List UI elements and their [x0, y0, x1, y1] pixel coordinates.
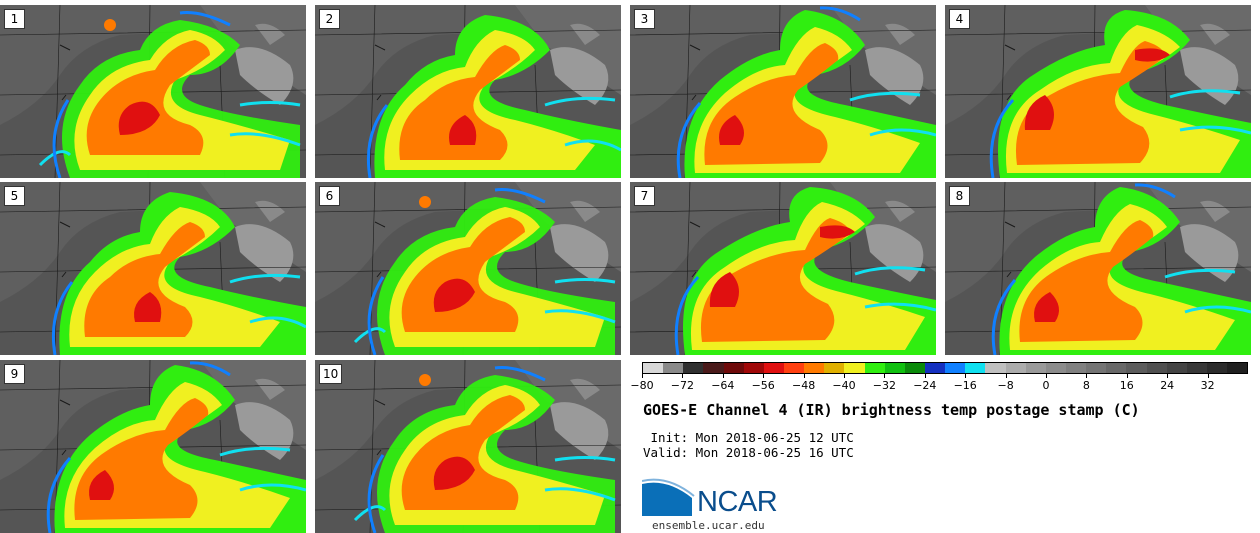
logo-url: ensemble.ucar.edu [652, 519, 765, 532]
panel-number: 6 [319, 186, 340, 206]
colorbar-tick [1167, 374, 1169, 378]
colorbar-tick [924, 374, 926, 378]
panel-number: 9 [4, 364, 25, 384]
colorbar-tick-label: −24 [913, 379, 937, 392]
map-panel-10: 10 [315, 360, 621, 533]
colorbar-tick-label: −8 [997, 379, 1014, 392]
colorbar-ticks: −80 −72 −64 −56 −48 −40 −32 −24 −16 −8 0 8 16 24 32 [630, 374, 1248, 394]
init-time: Init: Mon 2018-06-25 12 UTC [643, 430, 854, 445]
colorbar-segment [1106, 363, 1127, 373]
panel-number: 2 [319, 9, 340, 29]
colorbar-segment [1045, 363, 1066, 373]
colorbar-segment [1227, 363, 1248, 373]
colorbar-segment [1206, 363, 1228, 373]
colorbar-segment [844, 363, 865, 373]
colorbar-segment [924, 363, 946, 373]
colorbar-tick [1126, 374, 1128, 378]
colorbar-segment [864, 363, 885, 373]
figure-title: GOES-E Channel 4 (IR) brightness temp po… [643, 401, 1140, 419]
colorbar-segment [1005, 363, 1026, 373]
colorbar-tick [682, 374, 684, 378]
colorbar-tick [803, 374, 805, 378]
colorbar-segment [683, 363, 704, 373]
colorbar-segment [824, 363, 845, 373]
colorbar-segment [804, 363, 825, 373]
panel-number: 4 [949, 9, 970, 29]
colorbar-tick [763, 374, 765, 378]
colorbar-tick [1086, 374, 1088, 378]
colorbar-segment [1025, 363, 1046, 373]
colorbar-segment [643, 363, 664, 373]
colorbar-tick-label: 24 [1160, 379, 1175, 392]
colorbar-segment [1186, 363, 1207, 373]
colorbar-tick-label: −40 [832, 379, 856, 392]
colorbar-tick-label: 16 [1119, 379, 1134, 392]
colorbar-tick [884, 374, 886, 378]
map-panel-3: 3 [630, 5, 936, 178]
colorbar-tick-label: −32 [872, 379, 896, 392]
colorbar-tick-label: −16 [953, 379, 977, 392]
panel-number: 5 [4, 186, 25, 206]
colorbar-segment [723, 363, 744, 373]
valid-time: Valid: Mon 2018-06-25 16 UTC [643, 445, 854, 460]
colorbar-segment [1126, 363, 1147, 373]
panel-number: 1 [4, 9, 25, 29]
colorbar-tick [1005, 374, 1007, 378]
colorbar-segment [703, 363, 724, 373]
map-panel-9: 9 [0, 360, 306, 533]
colorbar-tick [844, 374, 845, 378]
map-panel-1: 1 [0, 5, 306, 178]
logo-name: NCAR [697, 486, 778, 518]
colorbar-segment [1065, 363, 1087, 373]
map-panel-2: 2 [315, 5, 621, 178]
map-panel-6: 6 [315, 182, 621, 355]
colorbar-segment [783, 363, 805, 373]
colorbar-tick [722, 374, 724, 378]
colorbar-tick-label: 0 [1042, 379, 1050, 392]
map-panel-5: 5 [0, 182, 306, 355]
colorbar-segment [1086, 363, 1107, 373]
colorbar-segment [763, 363, 784, 373]
colorbar-segment [1166, 363, 1187, 373]
colorbar [642, 362, 1248, 374]
colorbar-segment [884, 363, 905, 373]
colorbar-tick-label: −72 [670, 379, 694, 392]
panel-number: 8 [949, 186, 970, 206]
colorbar-segment [945, 363, 966, 373]
colorbar-segment [965, 363, 986, 373]
map-panel-8: 8 [945, 182, 1251, 355]
colorbar-segment [1146, 363, 1167, 373]
colorbar-tick [642, 374, 643, 378]
ncar-logo-icon [642, 478, 695, 516]
colorbar-segment [663, 363, 684, 373]
colorbar-segment [904, 363, 925, 373]
colorbar-tick [965, 374, 967, 378]
colorbar-tick-label: −64 [711, 379, 735, 392]
map-panel-4: 4 [945, 5, 1251, 178]
colorbar-tick-label: 32 [1200, 379, 1215, 392]
colorbar-segment [985, 363, 1006, 373]
panel-number: 7 [634, 186, 655, 206]
panel-number: 10 [319, 364, 343, 384]
colorbar-tick [1046, 374, 1047, 378]
colorbar-tick-label: −48 [791, 379, 816, 392]
colorbar-tick [1207, 374, 1209, 378]
map-panel-7: 7 [630, 182, 936, 355]
colorbar-tick-label: −80 [630, 379, 654, 392]
colorbar-tick-label: −56 [751, 379, 775, 392]
panel-number: 3 [634, 9, 655, 29]
colorbar-tick-label: 8 [1082, 379, 1090, 392]
colorbar-segment [743, 363, 764, 373]
